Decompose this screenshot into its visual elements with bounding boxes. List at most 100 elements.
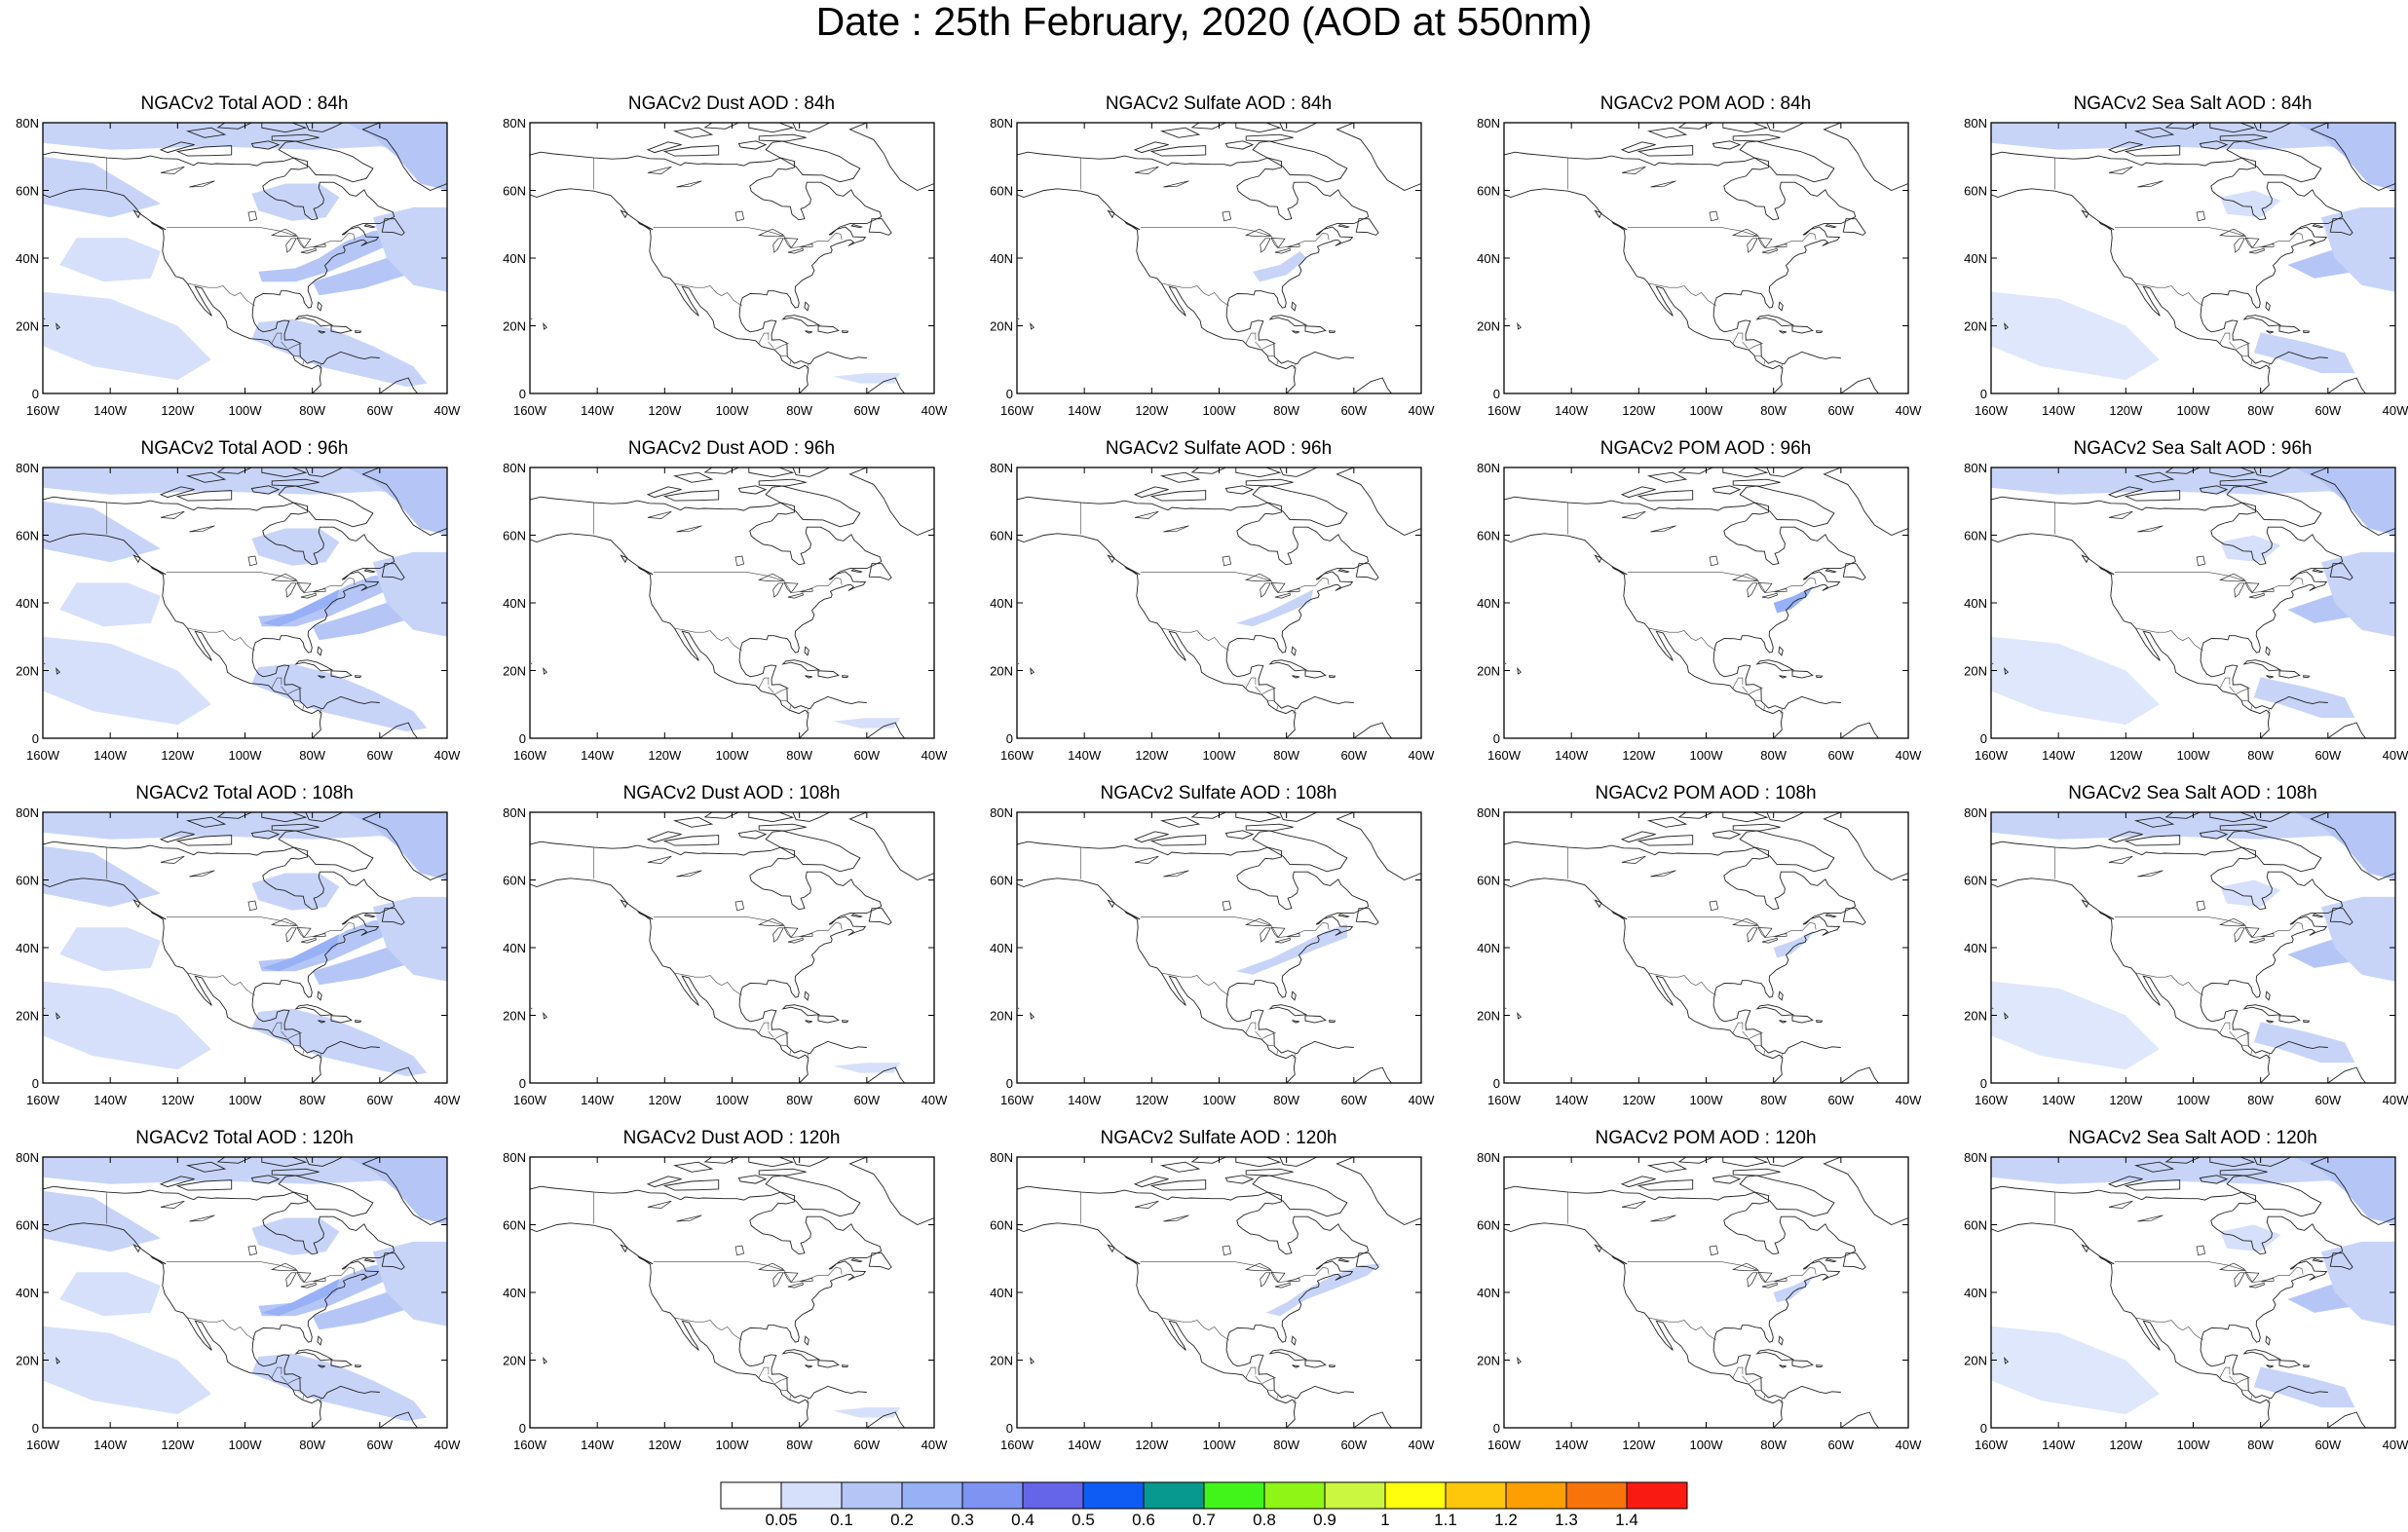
panel-title: NGACv2 Sea Salt AOD : 108h xyxy=(2068,783,2317,803)
aod-field xyxy=(1017,1157,1421,1428)
aod-plume xyxy=(2220,535,2281,563)
aod-plume xyxy=(1773,930,1815,958)
aod-plume xyxy=(833,1063,901,1073)
lon-tick-label: 100W xyxy=(2177,748,2211,763)
coastlines xyxy=(530,1157,934,1428)
aod-plume xyxy=(1991,981,2160,1070)
lon-tick-label: 40W xyxy=(2383,1093,2408,1107)
aod-plume xyxy=(43,1157,447,1191)
lat-tick-label: 40N xyxy=(16,596,39,611)
lon-tick-label: 160W xyxy=(1000,1438,1035,1452)
coastlines xyxy=(1017,123,1421,393)
lat-tick-label: 40N xyxy=(1964,251,1987,266)
lon-tick-label: 40W xyxy=(2383,748,2408,763)
aod-field xyxy=(1504,123,1908,393)
lat-tick-label: 20N xyxy=(1964,664,1987,679)
aod-plume xyxy=(43,1326,211,1415)
lon-tick-label: 140W xyxy=(2042,1093,2076,1107)
lon-tick-label: 120W xyxy=(1135,748,1169,763)
lat-tick-label: 0 xyxy=(1980,387,1987,401)
colorbar-swatch xyxy=(1445,1481,1507,1510)
lon-tick-label: 140W xyxy=(1555,1438,1589,1452)
lat-tick-label: 0 xyxy=(1006,731,1013,746)
lat-tick-label: 20N xyxy=(503,319,526,334)
coastlines xyxy=(43,123,447,393)
map-svg: NGACv2 POM AOD : 120h 80N 60N 40N 20N 0 160W 14… xyxy=(1477,1128,1922,1452)
colorbar-swatch xyxy=(1143,1481,1205,1510)
lon-tick-label: 120W xyxy=(161,748,195,763)
colorbar-label: 1.3 xyxy=(1555,1511,1578,1527)
aod-plume xyxy=(59,1272,161,1317)
lat-tick-label: 60N xyxy=(1964,1218,1987,1233)
lon-tick-label: 100W xyxy=(716,403,750,418)
colorbar-swatch xyxy=(1022,1481,1084,1510)
lon-tick-label: 120W xyxy=(1622,1438,1656,1452)
lon-tick-label: 160W xyxy=(1975,403,2009,418)
lat-tick-label: 80N xyxy=(16,1150,39,1165)
lat-tick-label: 0 xyxy=(1006,1421,1013,1436)
aod-plume xyxy=(1991,291,2160,381)
lon-tick-label: 140W xyxy=(581,748,615,763)
lat-tick-label: 80N xyxy=(503,1150,526,1165)
lat-tick-label: 20N xyxy=(1477,1009,1500,1024)
lon-tick-label: 60W xyxy=(2314,1438,2341,1452)
lon-tick-label: 120W xyxy=(1622,748,1656,763)
lon-tick-label: 100W xyxy=(1690,1438,1724,1452)
aod-plume xyxy=(372,896,447,982)
coastlines xyxy=(1991,467,2395,738)
coastlines xyxy=(43,467,447,738)
lat-tick-label: 0 xyxy=(1006,387,1013,401)
colorbar-swatch xyxy=(1505,1481,1567,1510)
lon-tick-label: 80W xyxy=(1273,1438,1299,1452)
lon-tick-label: 40W xyxy=(1409,748,1435,763)
lon-tick-label: 40W xyxy=(434,1438,461,1452)
aod-plume xyxy=(833,373,901,384)
lon-tick-label: 140W xyxy=(1555,403,1589,418)
panel-title: NGACv2 Sulfate AOD : 96h xyxy=(1106,438,1332,459)
aod-plume xyxy=(43,636,211,726)
colorbar-label: 1.4 xyxy=(1615,1511,1638,1527)
aod-plume xyxy=(1991,467,2395,502)
lon-tick-label: 160W xyxy=(1487,1438,1522,1452)
lon-tick-label: 40W xyxy=(1409,403,1435,418)
lat-tick-label: 60N xyxy=(503,874,526,888)
colorbar-label: 0.05 xyxy=(765,1511,797,1527)
map-svg: NGACv2 Dust AOD : 84h 80N 60N 40N 20N 0 160W 14… xyxy=(503,93,948,418)
map-panel-pom-0: NGACv2 POM AOD : 84h 80N 60N 40N 20N 0 160W 140… xyxy=(1461,92,1948,425)
lat-tick-label: 0 xyxy=(32,1076,39,1091)
lat-tick-label: 60N xyxy=(1964,874,1987,888)
panel-title: NGACv2 POM AOD : 108h xyxy=(1595,783,1816,803)
lon-tick-label: 80W xyxy=(786,403,812,418)
lon-tick-label: 60W xyxy=(853,748,880,763)
aod-plume xyxy=(43,501,161,563)
lon-tick-label: 160W xyxy=(513,748,547,763)
aod-plume xyxy=(43,291,211,381)
lat-tick-label: 40N xyxy=(16,941,39,955)
coastlines xyxy=(1991,1157,2395,1428)
aod-field xyxy=(1504,1157,1908,1428)
aod-plume xyxy=(2320,551,2395,637)
panel-title: NGACv2 Sulfate AOD : 120h xyxy=(1101,1128,1337,1148)
lat-tick-label: 40N xyxy=(1477,1286,1500,1300)
lon-tick-label: 140W xyxy=(1068,1438,1102,1452)
aod-field xyxy=(530,1157,934,1428)
lon-tick-label: 140W xyxy=(94,1093,128,1107)
colorbar-svg: 0.05 0.1 0.2 0.3 0.4 0.5 0.6 0.7 0.8 0.9 1 1.1 1.2 1.… xyxy=(720,1481,1688,1529)
aod-plume xyxy=(2320,1241,2395,1326)
lon-tick-label: 120W xyxy=(648,1093,682,1107)
lon-tick-label: 100W xyxy=(1203,403,1237,418)
map-panel-pom-3: NGACv2 POM AOD : 120h 80N 60N 40N 20N 0 160W 14… xyxy=(1461,1126,1948,1459)
lat-tick-label: 80N xyxy=(1964,461,1987,475)
panel-title: NGACv2 Sulfate AOD : 84h xyxy=(1106,93,1332,114)
lat-tick-label: 60N xyxy=(16,1218,39,1233)
aod-plume xyxy=(833,718,901,729)
lon-tick-label: 120W xyxy=(161,1438,195,1452)
aod-plume xyxy=(346,123,447,191)
coastlines xyxy=(1017,467,1421,738)
lon-tick-label: 100W xyxy=(1690,403,1724,418)
colorbar-swatch xyxy=(1082,1481,1145,1510)
lat-tick-label: 0 xyxy=(1980,1076,1987,1091)
lon-tick-label: 140W xyxy=(1068,1093,1102,1107)
lat-tick-label: 40N xyxy=(990,1286,1013,1300)
lon-tick-label: 40W xyxy=(1896,748,1922,763)
